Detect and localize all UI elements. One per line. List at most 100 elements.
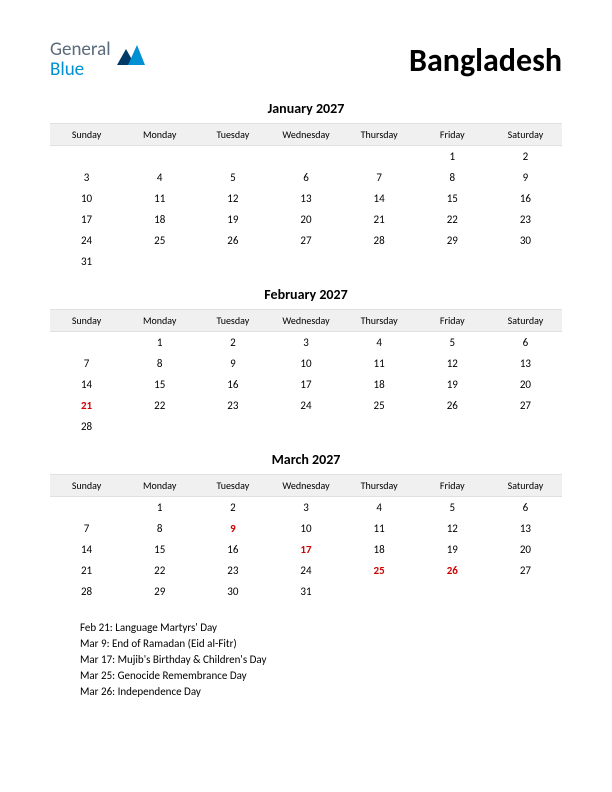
day-cell: 18 bbox=[343, 539, 416, 560]
day-cell: 15 bbox=[123, 539, 196, 560]
day-cell: 7 bbox=[50, 353, 123, 374]
day-cell: 12 bbox=[416, 518, 489, 539]
day-cell: 9 bbox=[196, 518, 269, 539]
day-header: Wednesday bbox=[269, 474, 342, 497]
day-cell bbox=[50, 146, 123, 167]
day-cell bbox=[416, 416, 489, 437]
day-cell: 25 bbox=[343, 560, 416, 581]
week-row: 31 bbox=[50, 251, 562, 272]
day-cell: 17 bbox=[269, 539, 342, 560]
day-cell: 19 bbox=[196, 209, 269, 230]
day-cell bbox=[489, 251, 562, 272]
holidays-list: Feb 21: Language Martyrs' DayMar 9: End … bbox=[50, 620, 562, 700]
brand-logo: General Blue bbox=[50, 40, 145, 80]
day-cell bbox=[50, 332, 123, 353]
day-cell: 16 bbox=[489, 188, 562, 209]
day-cell bbox=[489, 416, 562, 437]
day-cell: 25 bbox=[123, 230, 196, 251]
day-cell: 18 bbox=[343, 374, 416, 395]
day-cell: 17 bbox=[50, 209, 123, 230]
day-cell: 3 bbox=[50, 167, 123, 188]
day-cell: 26 bbox=[196, 230, 269, 251]
day-cell: 30 bbox=[489, 230, 562, 251]
day-cell bbox=[416, 251, 489, 272]
day-cell: 2 bbox=[196, 497, 269, 518]
day-cell bbox=[343, 146, 416, 167]
day-cell bbox=[269, 416, 342, 437]
day-header: Monday bbox=[123, 123, 196, 146]
day-cell bbox=[269, 146, 342, 167]
logo-text-blue: Blue bbox=[50, 58, 84, 81]
day-header: Friday bbox=[416, 123, 489, 146]
day-cell: 11 bbox=[343, 353, 416, 374]
day-cell bbox=[343, 416, 416, 437]
day-cell: 31 bbox=[269, 581, 342, 602]
day-header: Friday bbox=[416, 474, 489, 497]
holiday-line: Mar 25: Genocide Remembrance Day bbox=[80, 668, 562, 684]
day-cell: 6 bbox=[489, 497, 562, 518]
day-cell: 23 bbox=[489, 209, 562, 230]
day-header: Friday bbox=[416, 309, 489, 332]
day-cell bbox=[123, 251, 196, 272]
week-row: 123456 bbox=[50, 497, 562, 518]
day-cell: 25 bbox=[343, 395, 416, 416]
day-cell: 20 bbox=[489, 374, 562, 395]
day-cell: 29 bbox=[416, 230, 489, 251]
week-row: 3456789 bbox=[50, 167, 562, 188]
day-cell: 22 bbox=[123, 560, 196, 581]
day-cell: 8 bbox=[416, 167, 489, 188]
day-cell bbox=[123, 416, 196, 437]
day-cell bbox=[196, 146, 269, 167]
day-cell: 2 bbox=[196, 332, 269, 353]
day-cell bbox=[489, 581, 562, 602]
day-cell: 19 bbox=[416, 539, 489, 560]
day-cell: 28 bbox=[50, 581, 123, 602]
day-cell: 14 bbox=[50, 539, 123, 560]
day-cell: 15 bbox=[416, 188, 489, 209]
day-cell: 3 bbox=[269, 332, 342, 353]
day-header: Sunday bbox=[50, 309, 123, 332]
day-cell: 1 bbox=[416, 146, 489, 167]
day-cell: 28 bbox=[50, 416, 123, 437]
day-cell: 7 bbox=[50, 518, 123, 539]
holiday-line: Mar 17: Mujib's Birthday & Children's Da… bbox=[80, 652, 562, 668]
day-header: Saturday bbox=[489, 123, 562, 146]
calendar-table: SundayMondayTuesdayWednesdayThursdayFrid… bbox=[50, 309, 562, 437]
day-cell bbox=[343, 251, 416, 272]
week-row: 12 bbox=[50, 146, 562, 167]
day-header: Thursday bbox=[343, 123, 416, 146]
month-title: March 2027 bbox=[50, 451, 562, 468]
day-header: Thursday bbox=[343, 474, 416, 497]
holiday-line: Mar 26: Independence Day bbox=[80, 684, 562, 700]
day-cell: 24 bbox=[50, 230, 123, 251]
day-header: Saturday bbox=[489, 474, 562, 497]
day-cell: 11 bbox=[343, 518, 416, 539]
day-cell: 10 bbox=[269, 518, 342, 539]
holiday-line: Mar 9: End of Ramadan (Eid al-Fitr) bbox=[80, 636, 562, 652]
calendars-container: January 2027SundayMondayTuesdayWednesday… bbox=[50, 100, 562, 602]
day-header: Sunday bbox=[50, 123, 123, 146]
day-header: Monday bbox=[123, 474, 196, 497]
day-cell: 14 bbox=[50, 374, 123, 395]
month-block: January 2027SundayMondayTuesdayWednesday… bbox=[50, 100, 562, 272]
day-cell: 4 bbox=[343, 497, 416, 518]
day-cell: 19 bbox=[416, 374, 489, 395]
day-cell bbox=[196, 251, 269, 272]
day-cell: 21 bbox=[343, 209, 416, 230]
day-cell: 26 bbox=[416, 395, 489, 416]
day-header: Thursday bbox=[343, 309, 416, 332]
day-cell: 12 bbox=[416, 353, 489, 374]
day-cell: 13 bbox=[489, 353, 562, 374]
day-header: Tuesday bbox=[196, 123, 269, 146]
week-row: 78910111213 bbox=[50, 353, 562, 374]
day-cell: 6 bbox=[269, 167, 342, 188]
day-cell: 27 bbox=[489, 560, 562, 581]
day-cell: 12 bbox=[196, 188, 269, 209]
day-cell: 3 bbox=[269, 497, 342, 518]
day-cell: 10 bbox=[269, 353, 342, 374]
month-title: January 2027 bbox=[50, 100, 562, 117]
holiday-line: Feb 21: Language Martyrs' Day bbox=[80, 620, 562, 636]
month-block: February 2027SundayMondayTuesdayWednesda… bbox=[50, 286, 562, 437]
day-header: Sunday bbox=[50, 474, 123, 497]
day-cell: 4 bbox=[343, 332, 416, 353]
